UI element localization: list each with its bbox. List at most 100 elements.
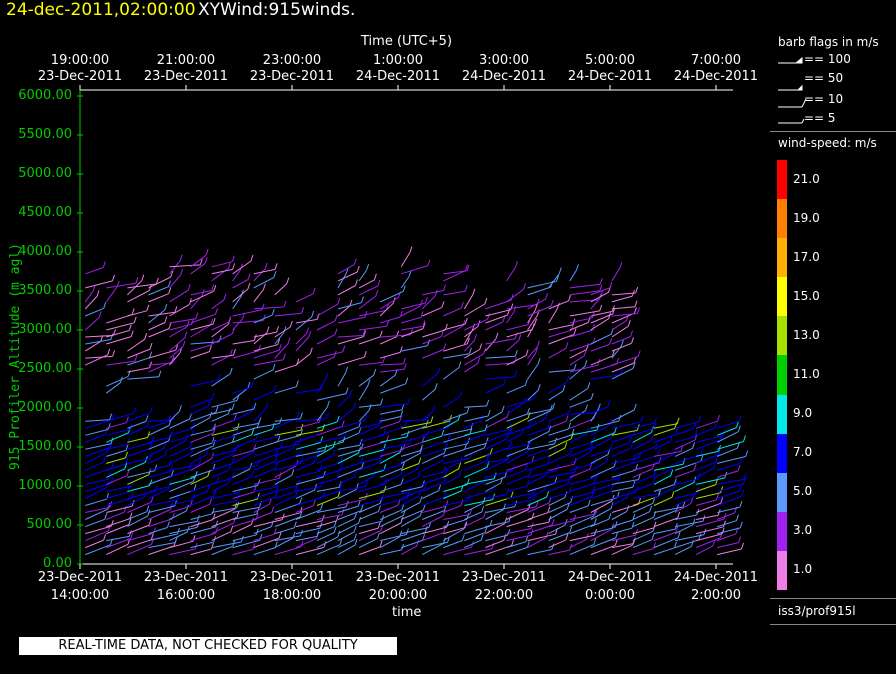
y-tick-label: 1000.00 xyxy=(18,478,72,493)
wind-barb xyxy=(211,472,235,485)
wind-barb-staff xyxy=(695,461,716,471)
wind-barb xyxy=(401,457,422,471)
wind-barb-staff xyxy=(443,419,459,429)
wind-barb-staff xyxy=(190,513,213,520)
wind-barb-staff xyxy=(274,485,298,492)
wind-barb-staff xyxy=(485,459,509,471)
wind-barb xyxy=(464,414,484,429)
wind-barb-flag xyxy=(675,525,679,533)
wind-barb-staff xyxy=(590,420,620,429)
wind-barb xyxy=(443,534,465,549)
wind-barb-staff xyxy=(400,305,421,317)
wind-barb-staff xyxy=(422,290,444,296)
barb-flag-10-tick xyxy=(801,98,807,108)
wind-barb xyxy=(401,521,432,535)
wind-barb-flag xyxy=(692,442,696,449)
wind-barb-flag xyxy=(651,533,655,540)
wind-barb-staff xyxy=(569,495,593,506)
wind-barb-staff xyxy=(337,531,355,542)
wind-barb xyxy=(127,370,162,380)
wind-barb-staff xyxy=(211,321,230,331)
wind-barb-staff xyxy=(443,396,461,408)
wind-barb-staff xyxy=(316,478,338,485)
wind-barb-staff xyxy=(190,458,212,471)
x-top-tick-time: 3:00:00 xyxy=(478,53,530,68)
wind-barb-staff xyxy=(569,544,594,556)
wind-barb xyxy=(527,518,555,535)
wind-barb-flag xyxy=(547,506,551,513)
wind-barb-staff xyxy=(211,413,229,422)
wind-barb xyxy=(106,530,132,542)
wind-barb-flag xyxy=(168,287,172,294)
wind-barb-staff xyxy=(85,340,102,352)
wind-barb-staff xyxy=(443,307,462,317)
wind-barb-staff xyxy=(211,373,231,387)
wind-barb xyxy=(358,540,383,556)
wind-barb-staff xyxy=(190,503,210,513)
wind-barb xyxy=(84,311,102,331)
wind-barb-flag xyxy=(548,425,552,432)
colorbar-swatch xyxy=(777,316,787,356)
wind-barb xyxy=(253,528,277,542)
wind-barb-flag xyxy=(418,457,422,464)
wind-barb-staff xyxy=(148,421,169,429)
wind-barb xyxy=(337,330,367,345)
wind-barb-staff xyxy=(632,539,653,549)
wind-barb xyxy=(85,513,108,528)
y-tick-label: 3000.00 xyxy=(18,322,72,337)
wind-barb-staff xyxy=(190,475,209,485)
wind-barb-staff xyxy=(85,525,112,535)
wind-barb-staff xyxy=(232,386,252,394)
wind-barb-flag xyxy=(640,415,644,423)
wind-barb xyxy=(169,284,191,303)
wind-barb-flag xyxy=(231,255,235,262)
wind-barb xyxy=(85,423,111,436)
wind-barb xyxy=(422,421,452,436)
y-tick-label: 4000.00 xyxy=(18,244,72,259)
wind-barb-staff xyxy=(527,533,556,542)
wind-barb-flag xyxy=(253,402,257,410)
wind-barb-flag xyxy=(130,532,134,539)
wind-barb-flag xyxy=(551,543,555,550)
wind-barb xyxy=(127,496,154,513)
wind-barb xyxy=(232,428,255,443)
wind-barb-flag xyxy=(607,400,611,407)
wind-barb-staff xyxy=(717,490,740,499)
wind-barb-flag xyxy=(379,456,382,463)
wind-barb-staff xyxy=(464,326,479,338)
wind-barb xyxy=(211,501,240,513)
wind-barb-staff xyxy=(548,501,571,513)
wind-barb-staff xyxy=(380,403,408,408)
wind-barb-staff xyxy=(127,515,149,528)
wind-barb xyxy=(380,528,409,542)
wind-barb-staff xyxy=(464,453,491,464)
wind-barb-staff xyxy=(316,446,334,457)
wind-barb-flag xyxy=(141,274,145,281)
wind-barb xyxy=(211,464,232,478)
wind-barb-staff xyxy=(611,544,633,556)
wind-barb xyxy=(611,300,638,310)
wind-barb xyxy=(169,521,200,535)
wind-barb-staff xyxy=(443,323,466,331)
wind-barb-flag xyxy=(657,490,661,497)
wind-barb-staff xyxy=(485,509,504,520)
wind-barb xyxy=(85,473,111,485)
wind-barb-staff xyxy=(127,524,150,535)
wind-barb-staff xyxy=(464,443,487,450)
wind-barb-flag xyxy=(564,491,568,498)
wind-barb-flag xyxy=(400,516,404,524)
wind-barb xyxy=(422,491,447,506)
wind-barb-flag xyxy=(158,370,162,377)
wind-barb-staff xyxy=(485,431,511,443)
wind-barb-flag xyxy=(468,347,472,354)
wind-barb-staff xyxy=(232,295,242,310)
wind-barb-staff xyxy=(169,428,193,436)
wind-barb xyxy=(148,287,172,303)
wind-barb-flag xyxy=(523,283,526,290)
wind-barb-flag xyxy=(615,531,619,539)
wind-barb-staff xyxy=(695,537,721,549)
wind-barb xyxy=(211,262,231,282)
wind-barb xyxy=(717,514,739,528)
wind-barb xyxy=(653,504,679,520)
wind-barb xyxy=(316,372,329,394)
